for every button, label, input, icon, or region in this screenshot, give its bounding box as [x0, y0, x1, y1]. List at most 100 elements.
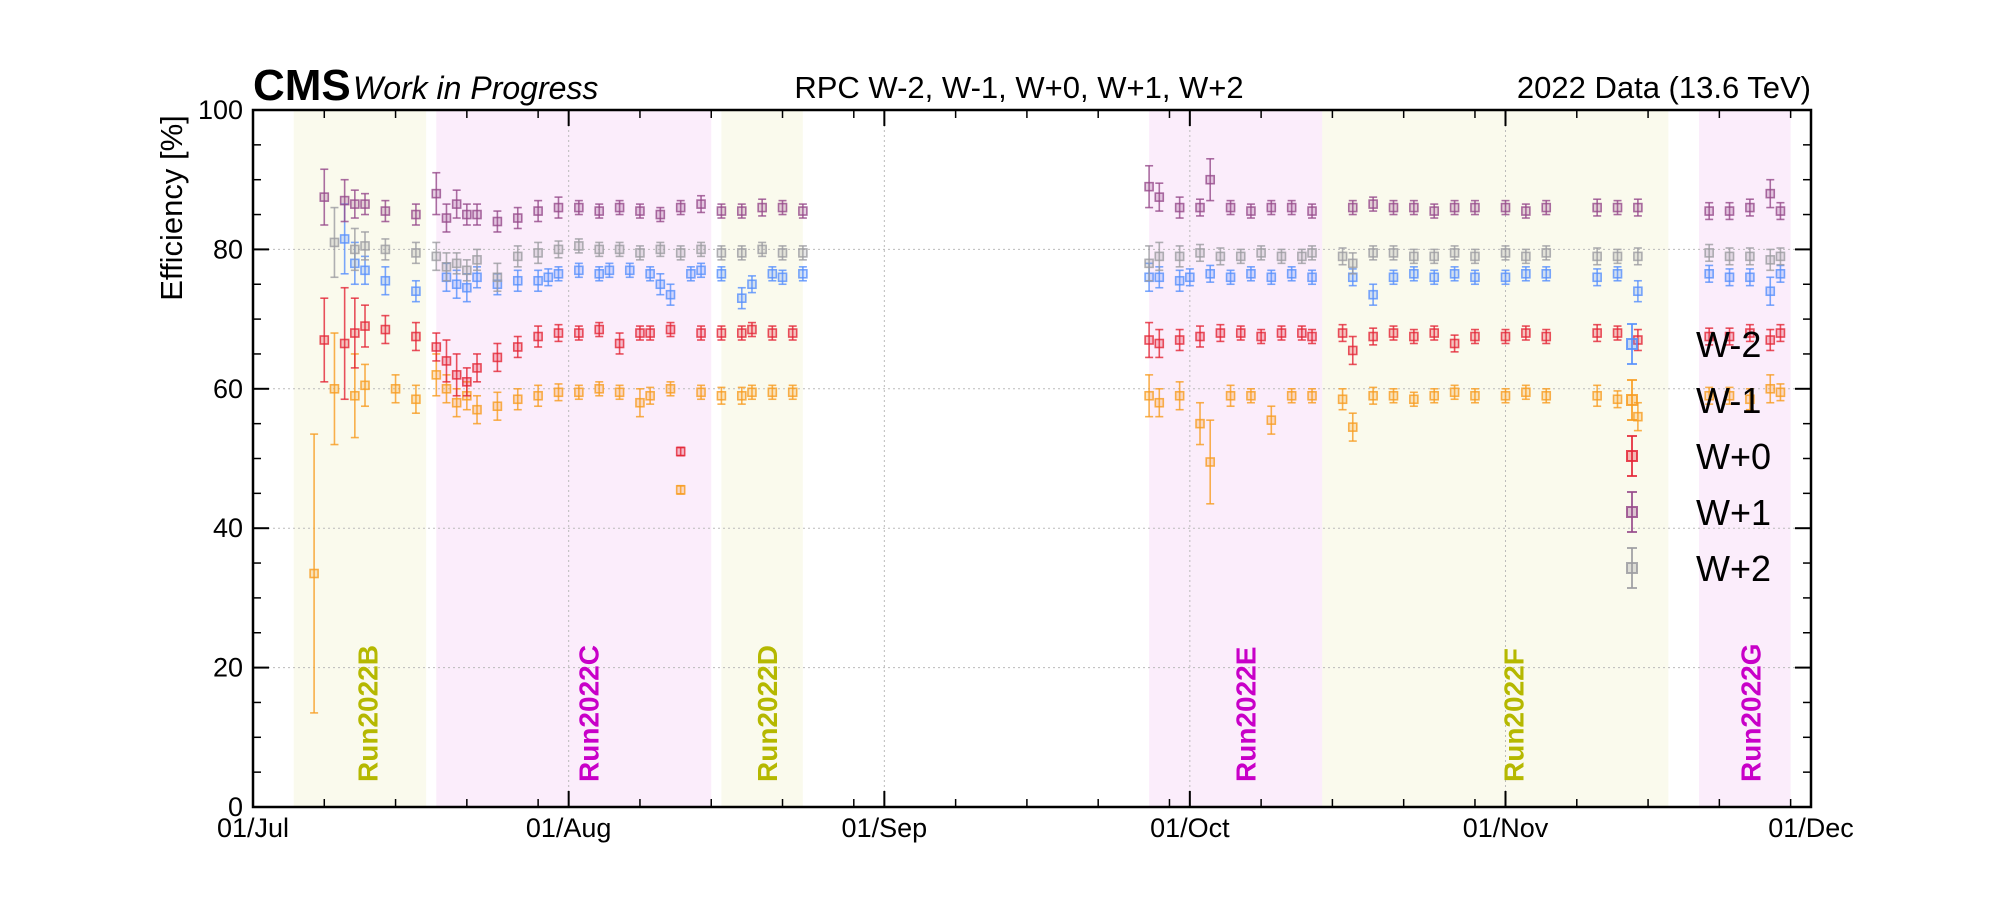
data-point [1368, 196, 1378, 212]
point-marker [614, 202, 625, 213]
data-point [1307, 203, 1317, 219]
data-point [472, 394, 482, 425]
data-point [1235, 325, 1246, 341]
point-marker [1612, 394, 1623, 405]
point-marker [1205, 174, 1216, 185]
data-point [1286, 387, 1297, 404]
point-marker [1765, 383, 1776, 394]
data-point [380, 238, 391, 261]
point-marker [594, 244, 605, 255]
data-point [1592, 268, 1602, 287]
point-marker [1470, 272, 1480, 283]
data-point [533, 199, 543, 223]
data-point [1612, 199, 1623, 216]
data-point [1347, 412, 1358, 442]
point-marker [1633, 202, 1643, 213]
series-wp0 [319, 286, 1786, 457]
data-point [1745, 323, 1755, 343]
data-point [1724, 327, 1735, 346]
work-in-progress-label: Work in Progress [353, 70, 598, 106]
data-point [329, 332, 340, 446]
data-point [1704, 327, 1714, 346]
data-point [716, 266, 727, 282]
data-point [329, 206, 340, 279]
data-point [533, 269, 543, 293]
point-marker [1347, 422, 1358, 432]
data-point [1775, 383, 1786, 402]
data-point [635, 203, 645, 219]
point-marker [655, 209, 666, 220]
point-marker [635, 248, 645, 258]
point-marker [1429, 390, 1440, 401]
point-marker [1745, 394, 1755, 405]
data-point [574, 238, 584, 254]
data-point [1745, 247, 1755, 266]
point-marker [1409, 331, 1419, 342]
legend: W-2 W-1 W+0 W+1 W+2 [1626, 323, 1771, 589]
data-point [798, 245, 808, 261]
data-point [1215, 247, 1226, 266]
data-point [1246, 203, 1256, 219]
point-marker [675, 248, 686, 258]
data-point [1500, 269, 1511, 286]
data-point [675, 484, 686, 495]
point-marker [1541, 248, 1552, 258]
data-point [1225, 269, 1236, 286]
point-marker [1307, 390, 1317, 401]
data-point [1368, 245, 1378, 261]
point-marker [1174, 390, 1185, 401]
data-point [635, 325, 645, 341]
data-point [1297, 325, 1307, 341]
point-marker [451, 199, 462, 209]
data-point [686, 266, 696, 282]
legend-marker [1626, 450, 1638, 462]
data-point [1470, 199, 1480, 216]
legend-marker [1626, 562, 1638, 574]
point-marker [1633, 286, 1643, 297]
point-marker [492, 216, 503, 227]
point-marker [1347, 202, 1358, 213]
point-marker [543, 272, 554, 283]
point-marker [1521, 206, 1531, 216]
data-point [1541, 387, 1552, 404]
era-bands [293, 110, 1791, 807]
data-point [1286, 199, 1297, 216]
data-point [1195, 243, 1205, 263]
data-point [798, 266, 808, 282]
point-marker [1368, 289, 1378, 300]
data-point [1633, 279, 1643, 303]
data-point [614, 199, 625, 216]
legend-item-wm1 [1626, 379, 1638, 421]
data-point [1144, 164, 1154, 209]
data-point [472, 353, 482, 383]
legend-marker [1626, 506, 1638, 518]
point-marker [1154, 192, 1165, 202]
data-point [1215, 323, 1226, 343]
era-label-run2022g: Run2022G [1735, 644, 1766, 783]
data-point [1724, 201, 1735, 221]
data-point [1724, 386, 1735, 405]
point-marker [533, 331, 543, 342]
point-marker [1286, 268, 1297, 279]
data-point [512, 269, 523, 293]
data-point [1704, 243, 1714, 263]
point-marker [1235, 328, 1246, 338]
data-point [1521, 203, 1531, 219]
data-point [1225, 384, 1236, 408]
point-marker [1144, 258, 1154, 269]
data-point [1174, 269, 1185, 293]
data-point [1449, 334, 1460, 353]
point-marker [1368, 248, 1378, 258]
data-point [1429, 325, 1440, 341]
point-marker [472, 363, 482, 373]
point-marker [1195, 202, 1205, 213]
point-marker [512, 213, 523, 223]
point-marker [441, 356, 452, 366]
point-marker [1337, 394, 1348, 405]
point-marker [350, 390, 360, 401]
point-marker [787, 387, 798, 398]
point-marker [350, 199, 360, 209]
point-marker [635, 206, 645, 216]
point-marker [1449, 248, 1460, 258]
data-point [1388, 269, 1399, 286]
